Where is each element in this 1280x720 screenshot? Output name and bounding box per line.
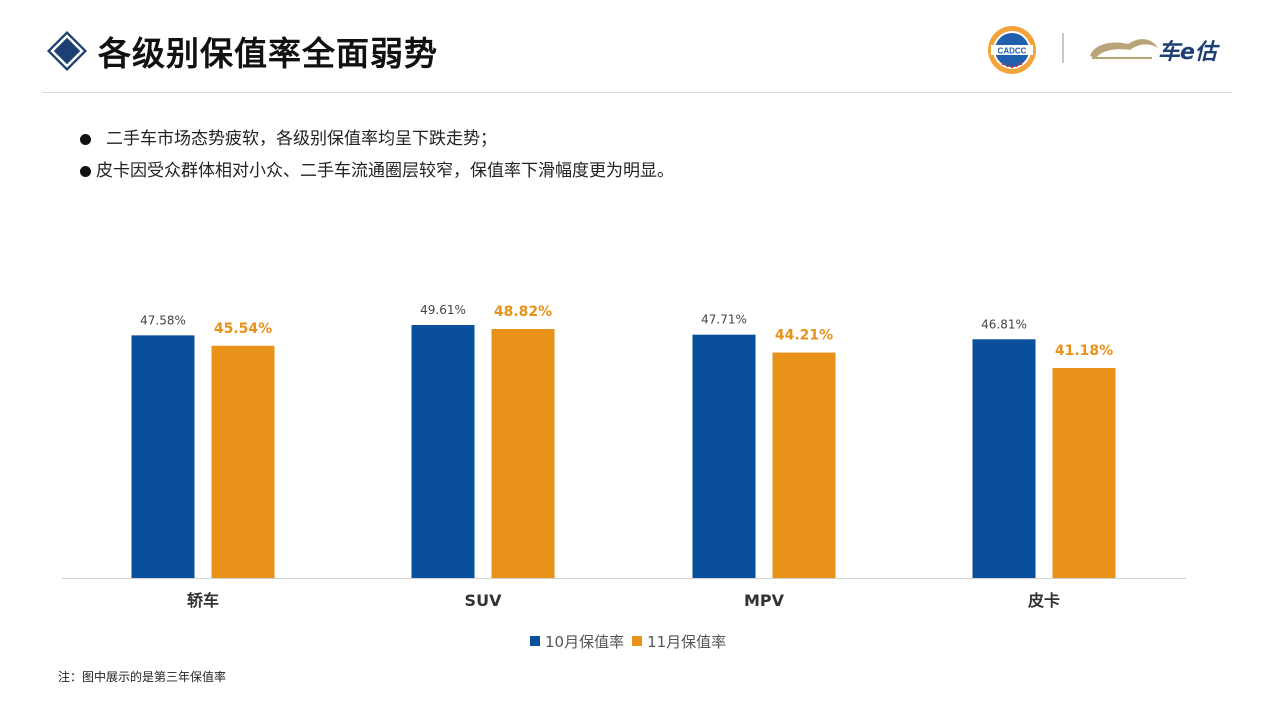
data-label-oct-2: 47.71% [701, 313, 747, 327]
footnote: 注：图中展示的是第三年保值率 [58, 670, 227, 684]
legend-label-oct: 10月保值率 [545, 632, 625, 651]
car-logo-icon [1090, 39, 1158, 59]
x-tick-label-3: 皮卡 [1027, 591, 1060, 610]
bar-nov-1 [491, 329, 555, 578]
bar-oct-1 [411, 325, 475, 578]
bullet-text: 二手车市场态势疲软，各级别保值率均呈下跌走势； [106, 129, 497, 149]
legend-swatch-oct [530, 636, 540, 646]
data-label-nov-0: 45.54% [214, 321, 272, 337]
data-label-oct-0: 47.58% [140, 313, 186, 327]
car-logo-text: 车e估 [1158, 40, 1217, 65]
data-label-nov-3: 41.18% [1055, 343, 1113, 359]
legend-label-nov: 11月保值率 [647, 632, 727, 651]
cadcc-logo: CADCC [988, 26, 1036, 74]
bullet-dot-icon [80, 134, 91, 145]
bar-nov-3 [1052, 367, 1116, 578]
diamond-icon [47, 31, 87, 71]
bar-nov-0 [211, 345, 275, 578]
page-title: 各级别保值率全面弱势 [98, 34, 438, 73]
bullet-text: 皮卡因受众群体相对小众、二手车流通圈层较窄，保值率下滑幅度更为明显。 [96, 161, 674, 181]
header-divider [42, 92, 1232, 93]
chart-legend: 10月保值率 11月保值率 [530, 631, 726, 651]
header: 各级别保值率全面弱势 CADCC 车e估 [0, 0, 1280, 95]
x-tick-label-0: 轿车 [187, 591, 219, 610]
logo-divider [1062, 33, 1064, 63]
x-tick-label-2: MPV [744, 591, 785, 610]
bar-oct-3 [972, 339, 1036, 578]
data-label-oct-1: 49.61% [420, 303, 466, 317]
x-tick-label-1: SUV [465, 591, 503, 610]
data-label-nov-2: 44.21% [775, 328, 833, 344]
bar-nov-2 [772, 352, 836, 578]
cadcc-logo-text: CADCC [998, 47, 1027, 56]
bullet-dot-icon [80, 166, 91, 177]
data-label-oct-3: 46.81% [981, 317, 1027, 331]
bar-oct-0 [131, 335, 195, 578]
legend-swatch-nov [632, 636, 643, 646]
data-label-nov-1: 48.82% [494, 304, 552, 320]
bar-oct-2 [692, 334, 756, 578]
